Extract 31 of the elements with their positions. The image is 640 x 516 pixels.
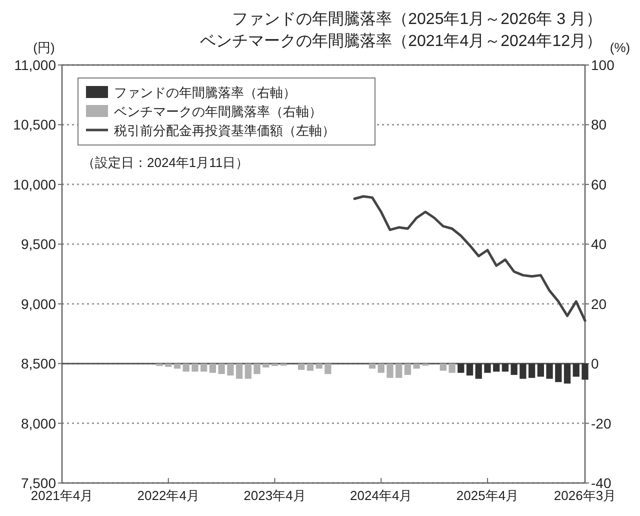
y-tick-label: 8,000 xyxy=(20,415,56,432)
x-tick-label: 2024年4月 xyxy=(350,488,412,503)
y2-tick-label: 60 xyxy=(591,176,607,192)
y-tick-label: 9,500 xyxy=(20,236,56,252)
y-tick-label: 11,000 xyxy=(14,57,56,73)
y-tick-label: 7,500 xyxy=(20,475,56,491)
y2-tick-label: 20 xyxy=(591,296,607,312)
y-tick-label: 10,500 xyxy=(13,116,56,133)
x-tick-label: 2023年4月 xyxy=(244,488,306,503)
x-tick-label: 2021年4月 xyxy=(30,488,94,503)
line-series xyxy=(353,195,586,322)
y2-tick-label: 80 xyxy=(591,116,607,133)
legend-label: ベンチマークの年間騰落率（右軸） xyxy=(114,104,322,119)
x-tick-label: 2022年4月 xyxy=(137,488,200,503)
y2-tick-label: 0 xyxy=(591,356,599,372)
y-axis-title: (円) xyxy=(33,40,55,55)
legend-label: 税引前分配金再投資基準価額（左軸） xyxy=(114,123,335,138)
y2-axis-title: (%) xyxy=(610,40,630,55)
y2-tick-label: -20 xyxy=(591,415,612,432)
x-tick-label: 2025年4月 xyxy=(456,488,519,503)
y2-tick-label: 40 xyxy=(591,236,607,252)
chart-title: ファンドの年間騰落率（2025年1月～2026年 3 月） xyxy=(232,10,602,28)
chart-subtitle: ベンチマークの年間騰落率（2021年4月～2024年12月） xyxy=(200,32,602,50)
y2-tick-label: 100 xyxy=(591,57,615,73)
y2-tick-label: -40 xyxy=(591,475,612,491)
y-tick-label: 9,000 xyxy=(20,296,56,312)
annotation: （設定日：2024年1月11日） xyxy=(82,155,249,170)
y-tick-label: 8,500 xyxy=(20,356,56,372)
legend-label: ファンドの年間騰落率（右軸） xyxy=(114,85,296,100)
y-tick-label: 10,000 xyxy=(13,176,56,192)
x-tick-label: 2026年3月 xyxy=(554,488,616,503)
